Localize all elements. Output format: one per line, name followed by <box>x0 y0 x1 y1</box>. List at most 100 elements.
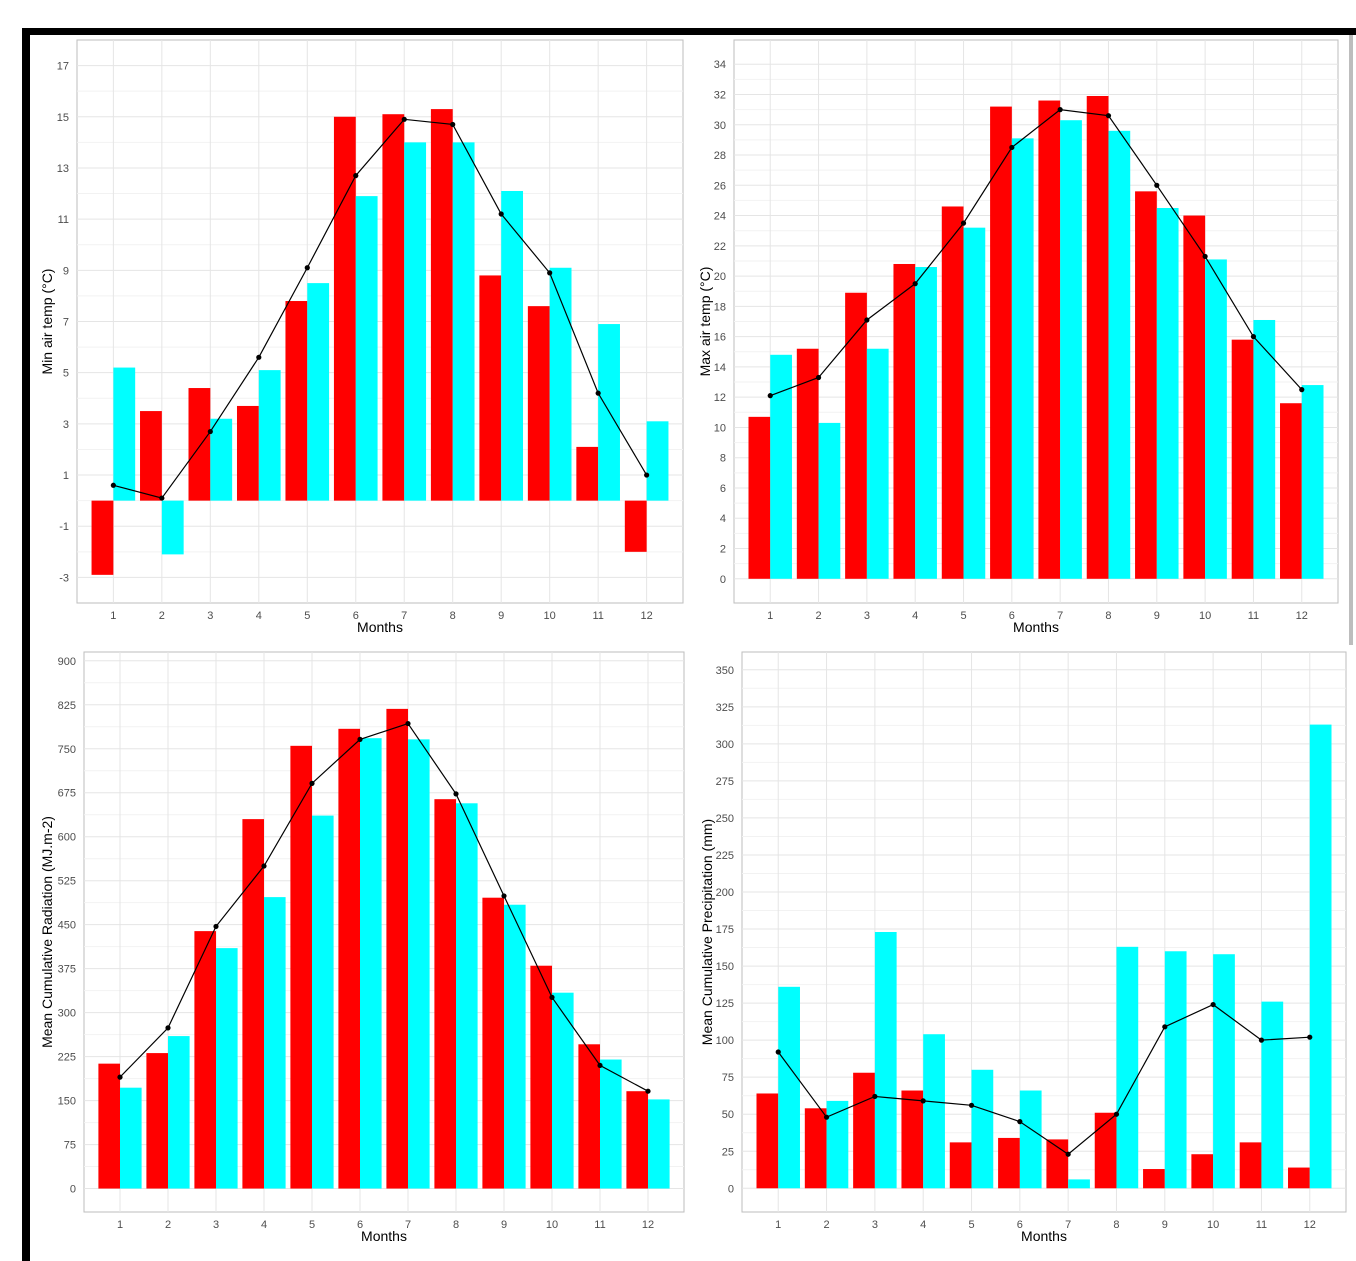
red-bar-month-10 <box>530 965 552 1189</box>
mean-point-month-7 <box>1065 1151 1071 1157</box>
cyan-bar-month-10 <box>1205 259 1227 579</box>
x-tick-label: 10 <box>1199 610 1211 622</box>
x-tick-label: 8 <box>1113 1219 1119 1231</box>
x-tick-label: 3 <box>207 610 213 622</box>
cyan-bar-month-11 <box>1253 319 1276 579</box>
mean-point-month-5 <box>304 265 310 271</box>
x-tick-label: 5 <box>304 610 310 622</box>
y-tick-label: 5 <box>63 368 69 380</box>
y-tick-label: 525 <box>58 876 76 888</box>
mean-point-month-6 <box>353 173 359 179</box>
x-tick-label: 7 <box>405 1219 411 1231</box>
cyan-bar-month-9 <box>1156 207 1179 579</box>
mean-point-month-3 <box>872 1093 878 1100</box>
y-tick-label: 22 <box>714 241 726 253</box>
cyan-bar-month-10 <box>1213 954 1235 1189</box>
red-bar-month-3 <box>188 388 211 501</box>
cyan-bar-month-8 <box>456 803 478 1189</box>
y-tick-label: 275 <box>716 776 734 788</box>
red-bar-month-9 <box>1143 1169 1165 1189</box>
red-bar-month-8 <box>430 109 453 501</box>
red-bar-month-3 <box>845 292 867 579</box>
mean-point-month-10 <box>1202 253 1208 260</box>
y-tick-label: 150 <box>716 961 734 973</box>
mean-point-month-1 <box>117 1074 123 1080</box>
cyan-bar-month-2 <box>826 1100 849 1189</box>
y-tick-label: 14 <box>714 362 726 374</box>
mean-point-month-9 <box>498 211 504 217</box>
mean-point-month-6 <box>1009 144 1015 151</box>
cyan-bar-month-12 <box>1301 385 1324 579</box>
red-bar-month-11 <box>578 1044 600 1189</box>
mean-line <box>119 722 649 1092</box>
mean-point-month-2 <box>165 1025 171 1031</box>
y-tick-label: 34 <box>714 59 726 71</box>
y-axis-title: Mean Cumulative Radiation (MJ.m-2) <box>39 816 55 1048</box>
y-tick-label: 0 <box>70 1184 76 1196</box>
red-bar-month-4 <box>893 263 916 579</box>
cyan-bar-month-2 <box>168 1036 190 1189</box>
mean-point-month-2 <box>815 374 822 381</box>
red-bar-month-3 <box>853 1072 875 1189</box>
x-tick-label: 3 <box>864 610 870 622</box>
mean-point-month-10 <box>547 270 553 276</box>
x-tick-label: 6 <box>353 610 359 622</box>
cyan-bar-month-5 <box>307 283 330 501</box>
mean-point-month-6 <box>1017 1119 1023 1125</box>
red-bar-month-4 <box>901 1090 924 1189</box>
x-tick-label: 6 <box>1009 610 1015 622</box>
mean-point-month-12 <box>644 472 650 478</box>
cyan-bar-month-2 <box>161 500 184 555</box>
cyan-bar-month-5 <box>971 1069 994 1189</box>
x-tick-label: 12 <box>642 1219 654 1231</box>
cyan-bar-month-11 <box>1261 1001 1284 1189</box>
cyan-bar-month-6 <box>355 196 378 501</box>
red-bar-month-12 <box>1280 403 1302 579</box>
x-tick-label: 11 <box>592 610 603 622</box>
x-tick-label: 10 <box>1207 1219 1219 1231</box>
x-tick-label: 8 <box>1105 610 1111 622</box>
cyan-bar-month-5 <box>963 227 986 579</box>
x-axis-title: Months <box>361 1228 407 1244</box>
mean-point-month-2 <box>159 495 165 501</box>
red-bar-month-10 <box>527 306 550 501</box>
x-axis-title: Months <box>1013 619 1059 635</box>
mean-point-month-11 <box>1250 334 1257 340</box>
x-tick-label: 9 <box>498 610 504 622</box>
y-tick-label: 18 <box>714 301 726 313</box>
y-tick-label: 0 <box>728 1183 734 1195</box>
x-tick-label: 4 <box>920 1219 926 1231</box>
x-tick-label: 9 <box>1154 610 1160 622</box>
y-tick-label: 10 <box>714 422 726 434</box>
y-tick-label: 15 <box>57 112 69 124</box>
mean-point-month-7 <box>405 720 411 727</box>
cyan-bar-month-7 <box>1060 120 1082 579</box>
red-bar-month-12 <box>624 500 647 552</box>
mean-point-month-3 <box>864 317 870 323</box>
cyan-bar-month-3 <box>216 948 238 1189</box>
mean-line <box>777 1003 1310 1155</box>
cyan-bar-month-1 <box>778 986 800 1189</box>
red-bar-month-11 <box>576 446 599 501</box>
cyan-bar-month-2 <box>818 422 841 579</box>
red-bar-month-9 <box>482 897 504 1189</box>
cyan-bar-month-4 <box>923 1034 945 1189</box>
y-tick-label: 450 <box>58 920 76 932</box>
y-tick-label: 8 <box>720 453 726 465</box>
x-tick-label: 5 <box>960 610 966 622</box>
cyan-bar-month-7 <box>404 142 427 501</box>
red-bar-month-11 <box>1239 1142 1262 1189</box>
mean-point-month-9 <box>1162 1024 1168 1030</box>
y-tick-label: 6 <box>720 483 726 495</box>
cyan-bar-month-6 <box>1011 138 1034 579</box>
cyan-bar-month-9 <box>501 190 524 501</box>
x-tick-label: 6 <box>1017 1219 1023 1231</box>
y-tick-label: 11 <box>58 214 69 226</box>
red-bar-month-6 <box>333 116 356 501</box>
red-bar-month-7 <box>382 114 405 501</box>
mean-point-month-12 <box>1299 387 1305 393</box>
cyan-bar-month-10 <box>549 267 572 501</box>
x-tick-label: 8 <box>450 610 456 622</box>
x-tick-label: 8 <box>453 1219 459 1231</box>
